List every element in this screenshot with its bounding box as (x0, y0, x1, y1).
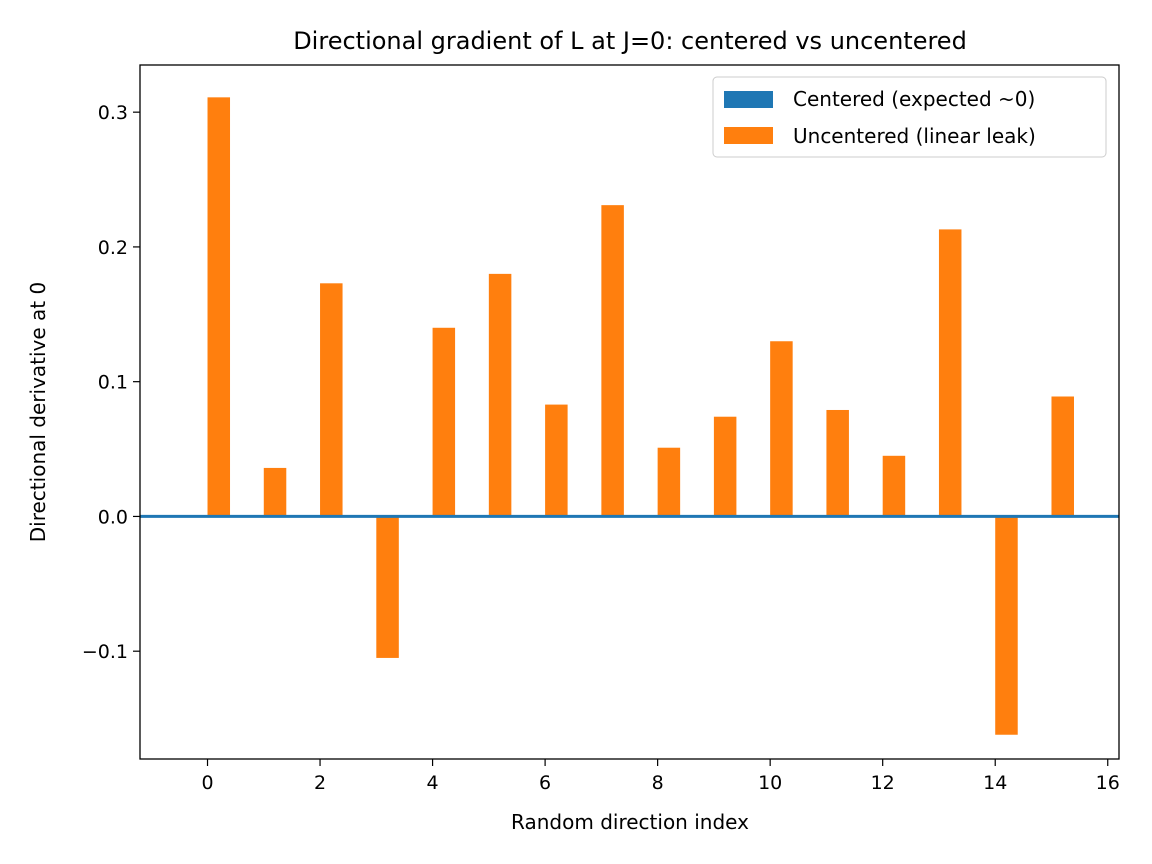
y-axis-label: Directional derivative at 0 (26, 282, 50, 542)
bar-uncentered-8 (657, 447, 681, 517)
bar-uncentered-2 (320, 283, 343, 517)
y-tick-label: 0.1 (98, 372, 128, 394)
x-tick-label: 16 (1096, 772, 1120, 794)
x-tick-label: 10 (758, 772, 782, 794)
bar-uncentered-14 (995, 516, 1018, 735)
bar-uncentered-12 (882, 455, 906, 517)
bar-uncentered-5 (488, 273, 512, 517)
bar-uncentered-9 (713, 416, 737, 517)
bar-uncentered-3 (376, 516, 399, 658)
x-axis: 0 2 4 6 8 10 12 14 16 (201, 759, 1120, 794)
bar-uncentered-6 (545, 404, 568, 517)
x-axis-label: Random direction index (511, 810, 749, 834)
bar-uncentered-13 (938, 229, 962, 517)
y-tick-label: 0.0 (98, 506, 128, 528)
legend-label-centered: Centered (expected ~0) (793, 87, 1035, 111)
bar-uncentered-7 (601, 205, 624, 517)
legend: Centered (expected ~0) Uncentered (linea… (712, 76, 1107, 158)
legend-swatch-uncentered (724, 127, 773, 144)
legend-swatch-centered (724, 91, 773, 108)
x-tick-label: 2 (314, 772, 326, 794)
bar-uncentered-0 (207, 97, 231, 517)
x-tick-label: 12 (871, 772, 895, 794)
y-tick-label: 0.2 (98, 237, 128, 259)
legend-box (712, 76, 1107, 158)
y-tick-label: −0.1 (82, 641, 128, 663)
y-tick-label: 0.3 (98, 102, 128, 124)
bar-uncentered-1 (263, 467, 287, 517)
bars-layer (207, 97, 1074, 735)
bar-uncentered-11 (826, 409, 849, 517)
x-tick-label: 8 (652, 772, 664, 794)
x-tick-label: 4 (427, 772, 439, 794)
bar-uncentered-15 (1051, 396, 1074, 517)
y-axis: −0.1 0.0 0.1 0.2 0.3 (82, 102, 140, 663)
plot-frame (139, 64, 1120, 760)
bar-uncentered-4 (432, 327, 456, 517)
bar-uncentered-10 (770, 341, 793, 517)
x-tick-label: 6 (539, 772, 551, 794)
chart-title: Directional gradient of L at J=0: center… (293, 27, 967, 55)
legend-label-uncentered: Uncentered (linear leak) (793, 124, 1036, 148)
x-tick-label: 14 (983, 772, 1007, 794)
x-tick-label: 0 (201, 772, 213, 794)
